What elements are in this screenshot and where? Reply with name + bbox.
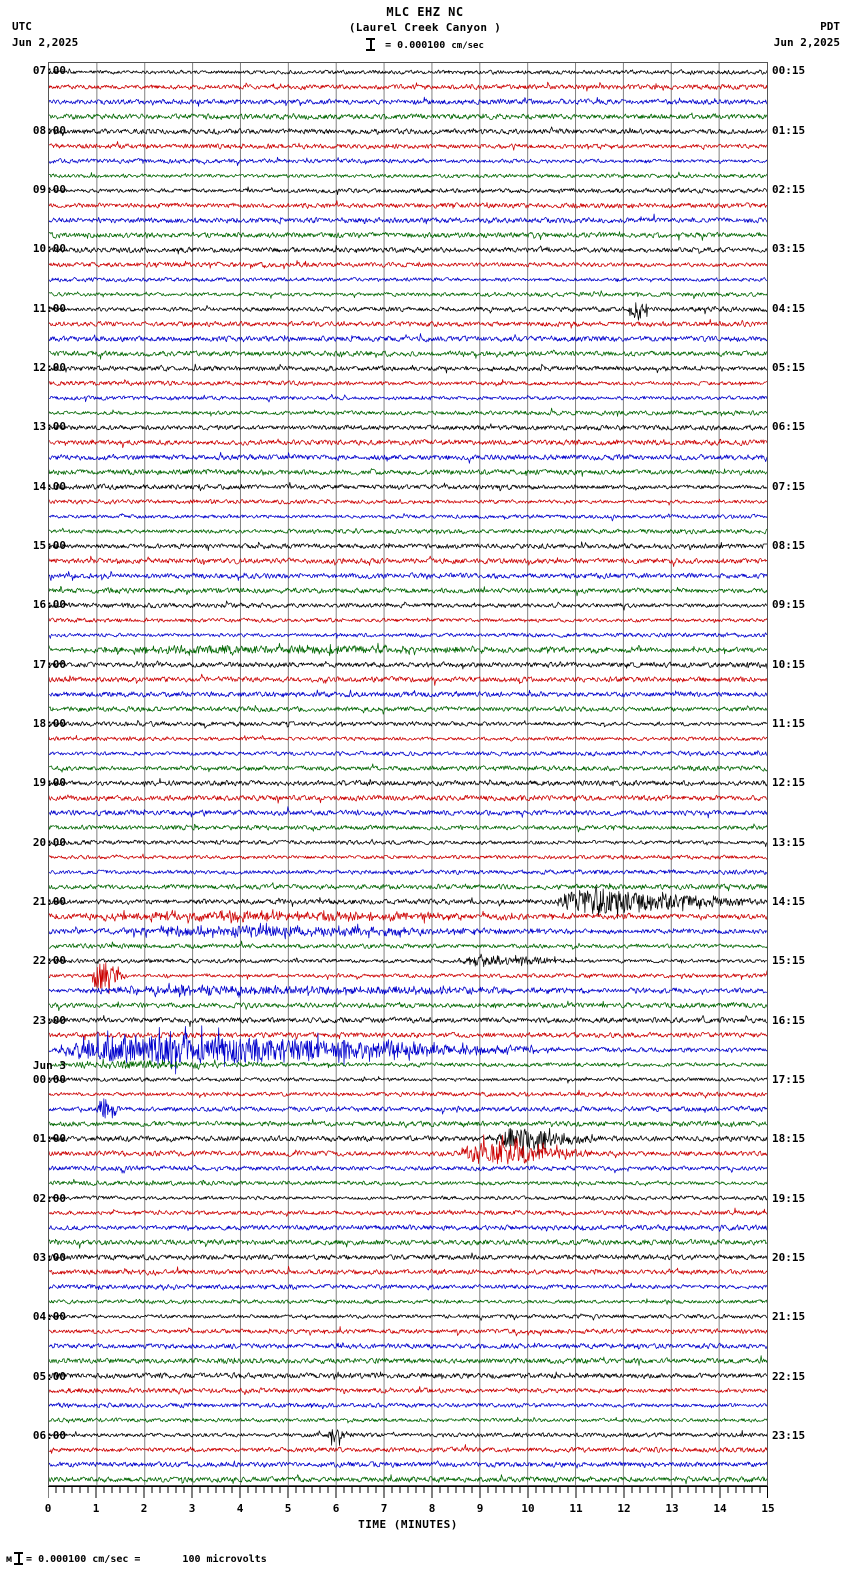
- utc-hour-label: 03:00: [32, 1250, 66, 1264]
- utc-hour-label: 16:00: [32, 598, 66, 612]
- left-date-label: Jun 2,2025: [12, 36, 79, 49]
- utc-hour-label: 17:00: [32, 657, 66, 671]
- x-tick-label: 10: [521, 1502, 535, 1515]
- utc-hour-label: 06:00: [32, 1428, 66, 1442]
- pdt-hour-label: 16:15: [772, 1013, 806, 1027]
- utc-hour-label: 11:00: [32, 301, 66, 315]
- pdt-hour-label: 02:15: [772, 182, 806, 196]
- x-tick-label: 4: [236, 1502, 244, 1515]
- x-tick-label: 12: [617, 1502, 631, 1515]
- utc-hour-label: 14:00: [32, 479, 66, 493]
- x-tick-label: 7: [380, 1502, 388, 1515]
- footer-i-beam-scale-icon: [14, 1552, 24, 1565]
- utc-hour-label: 12:00: [32, 360, 66, 374]
- utc-hour-label: 19:00: [32, 776, 66, 790]
- x-axis-title: TIME (MINUTES): [358, 1518, 458, 1531]
- utc-hour-label: 13:00: [32, 420, 66, 434]
- pdt-hour-label: 12:15: [772, 776, 806, 790]
- utc-hour-label: 23:00: [32, 1013, 66, 1027]
- utc-hour-label: 10:00: [32, 242, 66, 256]
- utc-hour-label: 04:00: [32, 1310, 66, 1324]
- pdt-hour-label: 09:15: [772, 598, 806, 612]
- x-tick-label: 9: [476, 1502, 484, 1515]
- x-tick-label: 2: [140, 1502, 148, 1515]
- x-tick-label: 13: [665, 1502, 679, 1515]
- pdt-hour-label: 03:15: [772, 242, 806, 256]
- station-subtitle: (Laurel Creek Canyon ): [348, 21, 502, 34]
- left-timezone-label: UTC: [12, 20, 32, 33]
- x-tick-label: 8: [428, 1502, 436, 1515]
- right-date-label: Jun 2,2025: [773, 36, 840, 49]
- day-change-label: Jun 3: [32, 1058, 66, 1072]
- pdt-hour-label: 19:15: [772, 1191, 806, 1205]
- scale-legend: = 0.000100 cm/sec: [0, 38, 850, 51]
- pdt-hour-label: 07:15: [772, 479, 806, 493]
- utc-hour-label: 01:00: [32, 1132, 66, 1146]
- plot-gridlines: [96, 63, 720, 1485]
- footer-text-b: 100 microvolts: [182, 1554, 267, 1565]
- utc-hour-label: 08:00: [32, 123, 66, 137]
- utc-hour-label: 05:00: [32, 1369, 66, 1383]
- pdt-hour-label: 15:15: [772, 954, 806, 968]
- pdt-hour-label: 01:15: [772, 123, 806, 137]
- footer-prefix: м: [6, 1554, 13, 1565]
- i-beam-scale-icon: [366, 38, 376, 51]
- seismic-traces: [49, 63, 767, 1485]
- utc-hour-label: 07:00: [32, 64, 66, 78]
- seismogram-plot-area: [48, 62, 768, 1486]
- x-tick-label: 0: [44, 1502, 52, 1515]
- pdt-hour-label: 04:15: [772, 301, 806, 315]
- scale-unit: cm/sec: [451, 41, 484, 51]
- x-tick-label: 6: [332, 1502, 340, 1515]
- x-tick-label: 3: [188, 1502, 196, 1515]
- utc-hour-label: 18:00: [32, 716, 66, 730]
- pdt-hour-label: 08:15: [772, 538, 806, 552]
- utc-hour-label: 09:00: [32, 182, 66, 196]
- utc-hour-label: 21:00: [32, 894, 66, 908]
- x-tick-label: 5: [284, 1502, 292, 1515]
- pdt-hour-label: 21:15: [772, 1310, 806, 1324]
- pdt-hour-label: 13:15: [772, 835, 806, 849]
- pdt-hour-label: 00:15: [772, 64, 806, 78]
- pdt-hour-label: 18:15: [772, 1132, 806, 1146]
- pdt-hour-label: 17:15: [772, 1072, 806, 1086]
- scale-value: = 0.000100: [385, 40, 446, 51]
- x-tick-label: 1: [92, 1502, 100, 1515]
- pdt-hour-label: 22:15: [772, 1369, 806, 1383]
- utc-hour-label: 02:00: [32, 1191, 66, 1205]
- x-tick-label: 14: [713, 1502, 727, 1515]
- pdt-hour-label: 06:15: [772, 420, 806, 434]
- page-title: MLC EHZ NC: [386, 5, 464, 19]
- pdt-hour-label: 10:15: [772, 657, 806, 671]
- x-axis-ticks: [48, 1486, 768, 1498]
- utc-hour-label: 15:00: [32, 538, 66, 552]
- utc-hour-label: 00:00: [32, 1072, 66, 1086]
- utc-hour-label: 22:00: [32, 954, 66, 968]
- pdt-hour-label: 11:15: [772, 716, 806, 730]
- x-tick-label: 15: [761, 1502, 775, 1515]
- pdt-hour-label: 20:15: [772, 1250, 806, 1264]
- pdt-hour-label: 23:15: [772, 1428, 806, 1442]
- utc-hour-label: 20:00: [32, 835, 66, 849]
- right-timezone-label: PDT: [820, 20, 840, 33]
- pdt-hour-label: 14:15: [772, 894, 806, 908]
- footer-scale-note: м = 0.000100 cm/sec = 100 microvolts: [6, 1552, 267, 1565]
- footer-text-a: = 0.000100 cm/sec =: [26, 1554, 141, 1565]
- x-tick-label: 11: [569, 1502, 583, 1515]
- pdt-hour-label: 05:15: [772, 360, 806, 374]
